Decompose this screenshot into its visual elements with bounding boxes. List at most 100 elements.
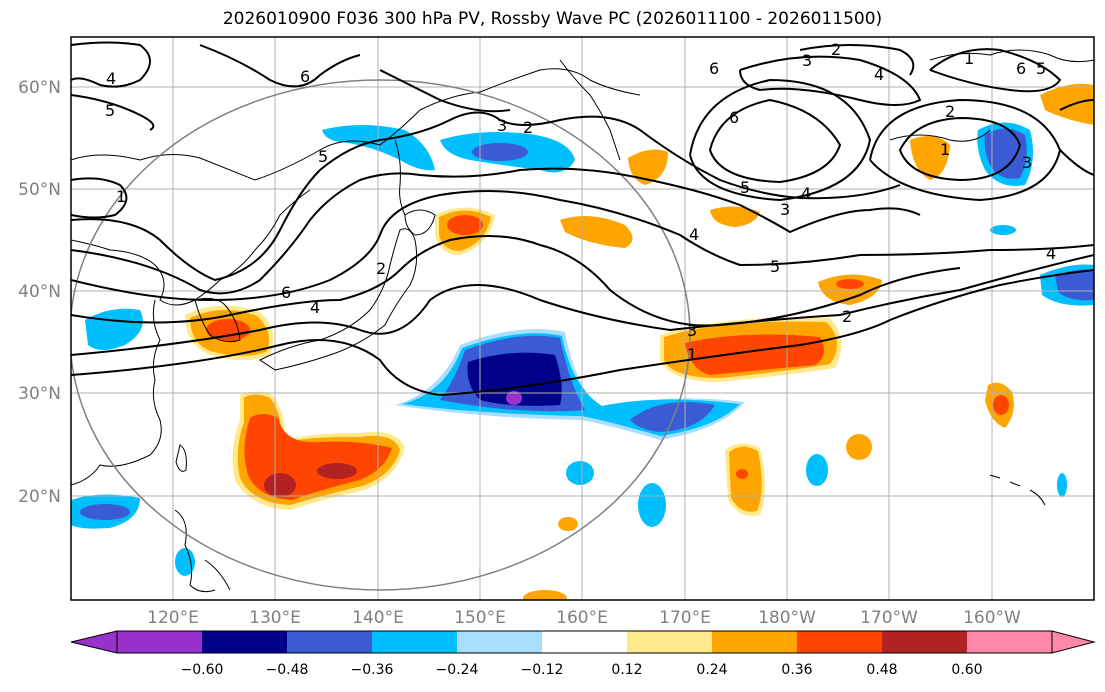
lon-label: 160°W [963, 608, 1021, 628]
colorbar-swatch [287, 631, 372, 653]
pv-contour-2 [71, 254, 1094, 356]
colorbar-swatch [542, 631, 627, 653]
colorbar-swatch [202, 631, 287, 653]
colorbar-tick: 0.12 [611, 662, 642, 678]
colorbar-tick: 0.48 [866, 662, 897, 678]
negative-anomaly-small-east [990, 225, 1016, 235]
colorbar-swatch [882, 631, 967, 653]
contour-label: 1 [964, 49, 974, 68]
colorbar-tick: −0.36 [351, 662, 394, 678]
pv-contour-7 [708, 98, 842, 184]
positive-anomaly-hawaii-north-core [993, 395, 1009, 415]
contour-label: 5 [770, 257, 780, 276]
colorbar-swatch [967, 631, 1052, 653]
positive-anomaly-small-bottom [523, 590, 567, 600]
contour-label: 2 [945, 102, 955, 121]
pv-contour-5 [71, 167, 921, 295]
map-title: 2026010900 F036 300 hPa PV, Rossby Wave … [222, 9, 883, 29]
coast-sakhalin [394, 139, 406, 216]
colorbar-tick: −0.24 [436, 662, 479, 678]
negative-anomaly-small-3 [806, 454, 828, 486]
positive-anomaly-south-japan-strong-a [264, 473, 296, 497]
lon-label: 170°W [860, 608, 918, 628]
negative-anomaly-small-2 [638, 483, 666, 527]
contour-label: 3 [497, 116, 507, 135]
contour-label: 6 [709, 59, 719, 78]
colorbar-extend-low [70, 630, 118, 654]
map-layers: 4 5 1 6 6 4 5 3 2 6 3 2 6 5 4 3 2 1 1 6 … [71, 37, 1094, 600]
colorbar-swatch [627, 631, 712, 653]
contour-label: 5 [740, 178, 750, 197]
graticule [71, 37, 1094, 600]
radius-circle [71, 79, 691, 591]
pv-contour-8 [689, 78, 872, 202]
map-frame [70, 36, 1095, 601]
pv-contour-3 [71, 235, 961, 327]
coast-philippines [174, 509, 231, 593]
colorbar-tick: −0.60 [181, 662, 224, 678]
pv-contour-17 [1059, 99, 1094, 176]
lon-label: 130°E [249, 608, 301, 628]
positive-anomaly-aleutian [910, 136, 950, 180]
coast-japan-hokkaido [404, 209, 436, 236]
colorbar-tick: −0.48 [266, 662, 309, 678]
pv-contour-15 [71, 177, 128, 219]
pv-contour-16 [199, 44, 511, 113]
colorbar-tick: 0.24 [696, 662, 727, 678]
negative-anomaly-small-4 [1057, 473, 1067, 497]
contour-label: 1 [687, 345, 697, 364]
contour-label: 4 [689, 225, 699, 244]
lon-label: 180°W [758, 608, 816, 628]
contour-label: 3 [780, 200, 790, 219]
colorbar-swatch [457, 631, 542, 653]
contour-label: 6 [729, 108, 739, 127]
lon-label: 140°E [352, 608, 404, 628]
lat-label: 50°N [18, 180, 61, 200]
contour-label: 2 [842, 307, 852, 326]
contour-label: 3 [1022, 153, 1032, 172]
colorbar-tick: −0.12 [521, 662, 564, 678]
contour-label: 5 [318, 147, 328, 166]
contour-label: 1 [940, 140, 950, 159]
contour-label: 2 [523, 118, 533, 137]
colorbar-swatch [372, 631, 457, 653]
lon-label: 170°E [659, 608, 711, 628]
positive-anomaly-marshall-core [736, 469, 748, 479]
coast-china-east [71, 299, 162, 486]
positive-anomaly-kamchatka-south [560, 216, 633, 248]
contour-label: 6 [1016, 59, 1026, 78]
colorbar-swatch [797, 631, 882, 653]
colorbar-extend-high [1051, 630, 1096, 654]
pv-contour-10 [898, 116, 1022, 182]
colorbar-swatch [712, 631, 797, 653]
positive-anomaly-central-band-mid [685, 334, 824, 375]
contour-label: 2 [376, 259, 386, 278]
positive-anomaly-kuril [628, 149, 668, 185]
contour-label: 4 [874, 65, 884, 84]
positive-anomaly-marshall-weak [729, 446, 762, 512]
contour-label: 4 [310, 298, 320, 317]
latitude-labels: 60°N 50°N 40°N 30°N 20°N [18, 78, 61, 507]
contour-label: 6 [281, 283, 291, 302]
contour-label: 5 [1036, 59, 1046, 78]
pv-contour-6 [71, 111, 901, 282]
lat-label: 20°N [18, 487, 61, 507]
pv-contour-12 [799, 44, 915, 76]
negative-anomaly-bering-core [984, 128, 1027, 179]
anomaly-shading [71, 83, 1094, 600]
negative-anomaly-philippines [175, 548, 195, 576]
negative-anomaly-central-extreme [506, 391, 522, 405]
pv-contour-11 [739, 55, 922, 106]
contour-label: 4 [1046, 244, 1056, 263]
coast-taiwan [175, 444, 187, 472]
positive-anomaly-date-line-north [710, 206, 760, 227]
positive-anomaly-dateline-east-weak [818, 274, 882, 305]
coast-kamchatka [559, 59, 621, 161]
contour-label: 2 [831, 40, 841, 59]
pv-contour-labels: 4 5 1 6 6 4 5 3 2 6 3 2 6 5 4 3 2 1 1 6 … [105, 40, 1056, 364]
lat-label: 30°N [18, 384, 61, 404]
pv-contour-13 [929, 48, 1062, 93]
positive-anomaly-north-japan-core [447, 215, 483, 235]
positive-anomaly-dateline-east-core [836, 279, 864, 289]
